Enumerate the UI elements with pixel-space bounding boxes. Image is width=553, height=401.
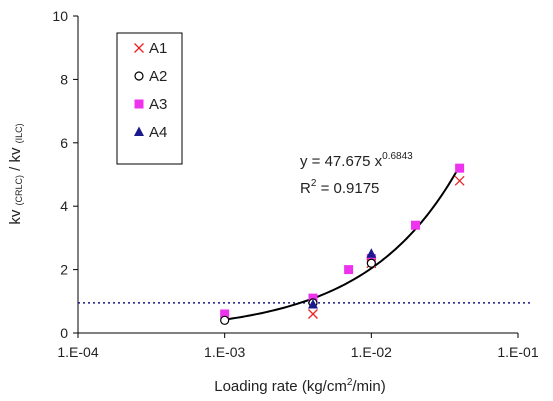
point-a3 bbox=[455, 163, 465, 173]
y-axis-label-a: kv bbox=[7, 206, 24, 225]
legend: A1 A2 A3 A4 bbox=[116, 32, 183, 165]
equation-exponent: 0.6843 bbox=[382, 151, 413, 162]
y-tick-label: 10 bbox=[52, 8, 68, 24]
trendline-equation: y = 47.675 x0.6843 bbox=[300, 151, 413, 170]
point-a1-stroke-b bbox=[454, 175, 465, 186]
legend-items: A1 A2 A3 A4 bbox=[134, 40, 167, 141]
point-a3 bbox=[344, 265, 354, 275]
y-tick-label: 0 bbox=[60, 325, 68, 341]
r-squared: R2 = 0.9175 bbox=[300, 178, 379, 197]
y-tick-label: 6 bbox=[60, 135, 68, 151]
legend-label-a1: A1 bbox=[149, 40, 167, 57]
y-tick-label: 4 bbox=[60, 198, 68, 214]
x-axis-label: Loading rate (kg/cm2/min) bbox=[214, 377, 385, 395]
x-tick-label: 1.E-04 bbox=[57, 344, 98, 360]
x-tick-label: 1.E-01 bbox=[497, 344, 538, 360]
point-a1-stroke-b bbox=[308, 309, 318, 319]
trendline-group bbox=[224, 165, 461, 321]
point-a2 bbox=[220, 315, 230, 325]
equation-prefix: y = 47.675 x bbox=[300, 153, 383, 170]
legend-marker-a3 bbox=[134, 99, 144, 109]
point-a2 bbox=[366, 258, 376, 268]
x-axis-label-main: Loading rate (kg/cm bbox=[214, 378, 347, 395]
legend-marker-a1 bbox=[134, 43, 144, 53]
r2-value: = 0.9175 bbox=[316, 180, 379, 197]
point-a4 bbox=[366, 248, 377, 258]
legend-marker-a2 bbox=[134, 71, 144, 81]
point-a1 bbox=[454, 175, 465, 186]
trendline-curve bbox=[224, 165, 461, 321]
legend-label-a4: A4 bbox=[149, 124, 167, 141]
plot-frame bbox=[77, 16, 518, 334]
r2-prefix: R bbox=[300, 180, 311, 197]
y-axis-label-b-sub: (ILC) bbox=[14, 123, 24, 143]
legend-marker-a1-stroke-b bbox=[134, 43, 144, 53]
x-tick-label: 1.E-02 bbox=[351, 344, 392, 360]
data-points bbox=[220, 163, 465, 325]
point-a3 bbox=[410, 220, 420, 230]
legend-box bbox=[116, 32, 183, 165]
point-a3 bbox=[308, 293, 318, 303]
x-tick-label: 1.E-03 bbox=[204, 344, 245, 360]
legend-marker-a4 bbox=[134, 126, 144, 136]
y-tick-label: 8 bbox=[60, 71, 68, 87]
y-tick-label: 2 bbox=[60, 262, 68, 278]
x-axis-label-tail: /min) bbox=[352, 378, 385, 395]
legend-label-a3: A3 bbox=[149, 96, 167, 113]
x-axis-ticks: 1.E-04 1.E-03 1.E-02 1.E-01 bbox=[57, 333, 539, 360]
point-a3 bbox=[220, 309, 230, 319]
point-a4 bbox=[307, 298, 318, 309]
y-axis-ticks: 0 2 4 6 8 10 bbox=[52, 8, 78, 341]
y-axis-label: kv (CRLC) / kv (ILC) bbox=[7, 123, 24, 224]
point-a3 bbox=[366, 254, 376, 264]
y-axis-label-mid: / kv bbox=[7, 143, 24, 175]
y-axis-label-a-sub: (CRLC) bbox=[14, 175, 24, 206]
x-axis-label-sup: 2 bbox=[347, 377, 353, 388]
r2-sup: 2 bbox=[311, 178, 317, 189]
point-a1 bbox=[308, 309, 318, 319]
legend-label-a2: A2 bbox=[149, 68, 167, 85]
